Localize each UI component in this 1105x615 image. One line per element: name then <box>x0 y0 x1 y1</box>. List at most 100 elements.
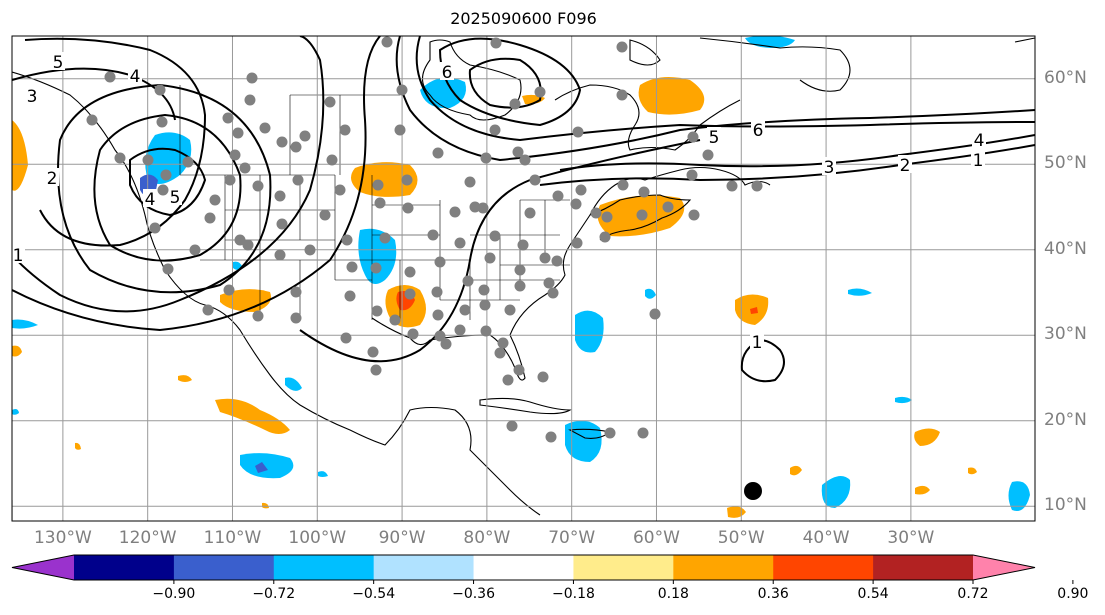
coastlines <box>12 37 1035 520</box>
contour-label-bg <box>51 52 65 70</box>
station-dot <box>489 124 501 136</box>
station-dot <box>274 249 286 261</box>
neg-area <box>895 396 912 404</box>
station-dot <box>504 304 516 316</box>
contour-label-bg <box>707 127 721 145</box>
station-dot <box>162 263 174 275</box>
colorbar-segment <box>773 555 874 580</box>
station-dot <box>334 184 346 196</box>
station-dot <box>477 202 489 214</box>
station-dot <box>480 325 492 337</box>
station-dot <box>157 184 169 196</box>
station-dot <box>432 309 444 321</box>
station-dot <box>432 147 444 159</box>
colorbar-outline <box>11 554 1036 581</box>
station-dot <box>514 264 526 276</box>
lon-label: 50°W <box>717 528 765 548</box>
pos-area <box>215 398 290 434</box>
station-dot <box>539 252 551 264</box>
colorbar-segment <box>573 555 674 580</box>
pos-area <box>178 375 192 382</box>
contour-label: 3 <box>824 158 835 178</box>
contour-label: 3 <box>27 87 38 107</box>
anomaly-shading <box>12 36 1030 518</box>
colorbar-label: −0.18 <box>551 586 595 602</box>
colorbar-extend-high <box>973 555 1035 580</box>
contour-label-bg <box>128 66 142 84</box>
lat-label: 40°N <box>1044 238 1087 259</box>
station-dot <box>509 98 521 110</box>
station-dot <box>344 290 356 302</box>
station-dot <box>459 304 471 316</box>
graticule <box>12 36 1035 521</box>
station-dot <box>252 310 264 322</box>
pos-area <box>915 485 930 495</box>
station-dot <box>637 427 649 439</box>
station-dot <box>517 239 529 251</box>
station-dot <box>142 154 154 166</box>
colorbar-extend-low <box>12 555 74 580</box>
neg-area <box>848 288 872 296</box>
station-dot <box>662 201 674 213</box>
contour-label-bg <box>750 332 764 350</box>
colorbar-label: −0.36 <box>452 586 495 602</box>
station-dot <box>204 212 216 224</box>
station-dot <box>370 262 382 274</box>
station-dot <box>299 130 311 142</box>
pos-area <box>914 428 940 446</box>
lon-label: 120°W <box>118 528 177 548</box>
station-dot <box>242 239 254 251</box>
station-dot <box>534 86 546 98</box>
station-dot <box>149 222 161 234</box>
contour-label-bg <box>751 120 765 138</box>
pos-area <box>12 345 22 357</box>
station-dot <box>519 154 531 166</box>
station-dot <box>372 179 384 191</box>
contour-label-bg <box>25 86 39 104</box>
contour-label: 2 <box>900 156 911 176</box>
station-dot <box>649 308 661 320</box>
station-dot <box>601 211 613 223</box>
colorbar <box>11 554 1074 584</box>
contour-label: 6 <box>442 63 453 83</box>
contour-label-bg <box>12 245 25 263</box>
pos-area <box>790 465 802 476</box>
station-dot <box>326 154 338 166</box>
station-dot <box>490 37 502 49</box>
station-dot <box>726 180 738 192</box>
station-dot <box>616 41 628 53</box>
station-dot <box>114 152 126 164</box>
station-dot <box>223 284 235 296</box>
contour-label-bg <box>45 168 59 186</box>
contour-label-bg <box>143 189 157 207</box>
colorbar-label: 0.18 <box>657 586 689 602</box>
station-dot <box>464 176 476 188</box>
station-dot <box>234 234 246 246</box>
lon-label: 110°W <box>203 528 262 548</box>
station-dot <box>427 229 439 241</box>
station-dot <box>276 218 288 230</box>
station-dot <box>407 328 419 340</box>
colorbar-label: −0.72 <box>252 586 296 602</box>
station-dot <box>389 314 401 326</box>
station-dot <box>524 207 536 219</box>
pos-area <box>968 467 977 475</box>
station-dot <box>209 194 221 206</box>
station-dot <box>156 116 168 128</box>
pos-area <box>75 442 81 450</box>
neg-area <box>565 420 602 462</box>
station-dot <box>575 184 587 196</box>
station-dot <box>590 207 602 219</box>
state-borders <box>179 85 570 320</box>
neg-area <box>318 471 328 477</box>
station-dot <box>290 286 302 298</box>
contour-label: 1 <box>973 151 984 171</box>
station-dot <box>478 284 490 296</box>
station-dot <box>702 149 714 161</box>
station-dot <box>402 202 414 214</box>
station-dot <box>189 244 201 256</box>
station-dot <box>686 169 698 181</box>
contour-label-bg <box>168 187 182 205</box>
station-dot <box>638 186 650 198</box>
